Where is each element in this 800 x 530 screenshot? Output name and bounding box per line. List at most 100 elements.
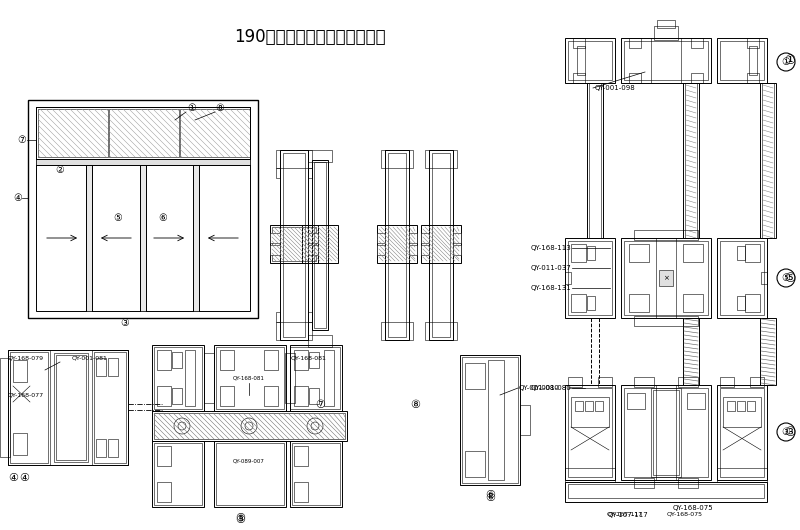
Bar	[720, 388, 764, 477]
Bar	[585, 401, 593, 411]
Bar	[294, 386, 308, 406]
Bar	[8, 350, 128, 465]
Bar	[723, 397, 761, 427]
Bar	[8, 350, 50, 465]
Bar	[56, 355, 86, 460]
Text: QY-168-113: QY-168-113	[530, 245, 571, 251]
Bar	[745, 244, 760, 262]
Text: ①: ①	[782, 57, 790, 67]
Bar	[152, 441, 204, 507]
Bar	[621, 38, 711, 83]
Bar	[565, 468, 615, 482]
Bar	[587, 246, 595, 260]
Bar	[683, 318, 699, 385]
Bar	[685, 83, 697, 238]
Bar	[745, 294, 760, 312]
Bar	[573, 73, 585, 83]
Bar	[214, 441, 286, 507]
Bar	[157, 350, 171, 370]
Bar	[568, 484, 764, 498]
Bar	[634, 230, 698, 240]
Bar	[216, 347, 284, 409]
Bar	[220, 350, 234, 370]
Bar	[92, 350, 128, 465]
Bar	[465, 451, 485, 477]
Bar	[453, 233, 461, 243]
Bar	[565, 482, 767, 502]
Bar	[308, 233, 318, 243]
Bar	[157, 482, 171, 502]
Text: ⑤: ⑤	[235, 513, 245, 523]
Bar	[290, 347, 340, 409]
Circle shape	[777, 423, 795, 441]
Bar	[460, 355, 520, 485]
Text: QY-011-037: QY-011-037	[530, 265, 571, 271]
Bar	[717, 38, 767, 83]
Bar	[720, 377, 734, 387]
Bar	[749, 46, 757, 75]
Bar	[761, 272, 767, 284]
Bar	[324, 350, 334, 406]
Bar	[308, 150, 332, 162]
Bar	[573, 38, 585, 48]
Bar	[737, 246, 745, 260]
Bar	[283, 153, 305, 337]
Text: ③: ③	[121, 318, 130, 328]
Bar	[421, 245, 429, 255]
Bar	[309, 388, 319, 404]
Text: QY-001-080: QY-001-080	[519, 385, 560, 391]
Bar	[294, 482, 308, 502]
Bar	[294, 350, 308, 370]
Bar	[302, 225, 338, 263]
Bar	[204, 353, 214, 403]
Bar	[214, 345, 286, 411]
Bar	[381, 322, 413, 340]
Text: ④: ④	[14, 193, 22, 203]
Bar	[172, 352, 182, 368]
Bar	[634, 377, 654, 387]
Bar	[377, 233, 385, 243]
Bar	[747, 73, 759, 83]
Text: 190三轨重型系列推拉门结构图: 190三轨重型系列推拉门结构图	[234, 28, 386, 46]
Bar	[185, 350, 195, 406]
Bar	[276, 150, 312, 168]
Bar	[659, 270, 673, 286]
Bar	[717, 238, 767, 318]
Bar	[565, 272, 571, 284]
Text: QY-001-080: QY-001-080	[530, 385, 571, 391]
Bar	[629, 294, 649, 312]
Bar	[760, 318, 776, 385]
Bar	[13, 433, 27, 455]
Bar	[691, 73, 703, 83]
Bar	[624, 388, 708, 477]
Bar	[377, 225, 417, 263]
Bar	[465, 363, 485, 389]
Bar	[96, 358, 106, 376]
Text: ④: ④	[8, 473, 18, 483]
Bar	[280, 150, 308, 340]
Bar	[737, 401, 745, 411]
Bar	[216, 443, 284, 505]
Bar	[152, 345, 204, 411]
Bar	[180, 109, 250, 157]
Bar	[276, 322, 312, 340]
Bar	[683, 294, 703, 312]
Bar	[737, 296, 745, 310]
Text: ③: ③	[784, 426, 796, 438]
Bar	[598, 377, 612, 387]
Bar	[657, 20, 675, 28]
Circle shape	[178, 422, 186, 430]
Text: QY-089-007: QY-089-007	[233, 458, 265, 464]
Bar	[691, 38, 703, 48]
Bar	[86, 165, 92, 311]
Text: ⑥: ⑥	[485, 490, 495, 500]
Bar	[577, 46, 585, 75]
Bar	[54, 353, 88, 462]
Text: QY-168-081: QY-168-081	[291, 356, 327, 360]
Bar	[381, 150, 413, 168]
Bar	[425, 322, 457, 340]
Bar	[568, 388, 612, 477]
Bar	[654, 26, 678, 40]
Bar	[193, 165, 199, 311]
Bar	[587, 83, 603, 238]
